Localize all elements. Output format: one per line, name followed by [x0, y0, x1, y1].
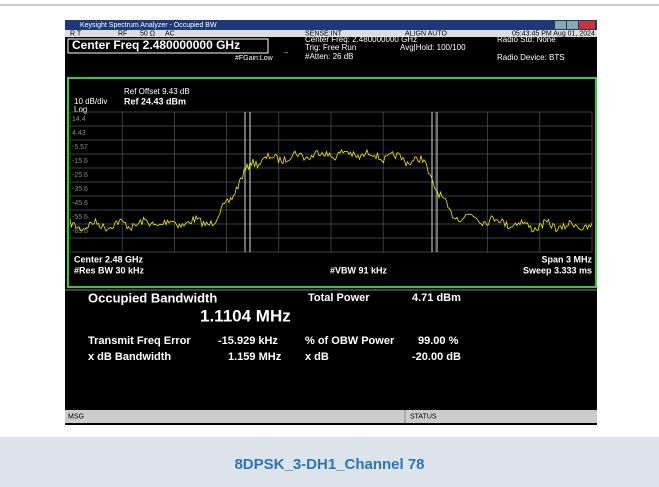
datetime: 05:43:45 PM Aug 01, 2024	[512, 30, 595, 37]
y-label: -45.6	[72, 200, 88, 207]
y-label: -25.6	[72, 172, 88, 179]
center-freq-box	[67, 38, 269, 54]
total-power-label: Total Power	[308, 292, 370, 304]
status-row	[65, 30, 597, 37]
trig: Trig: Free Run	[305, 43, 356, 52]
obw-value: 1.1104 MHz	[200, 306, 291, 325]
scale: 10 dB/div	[74, 97, 107, 106]
caption: 8DPSK_3-DH1_Channel 78	[234, 456, 424, 473]
y-label: -65.6	[72, 228, 88, 235]
impedance: 50 Ω	[140, 30, 155, 37]
arrow: →	[282, 49, 289, 56]
tx-freq-error-label: Transmit Freq Error	[88, 335, 191, 347]
mode: R T	[70, 30, 82, 37]
radio-device: Radio Device: BTS	[497, 53, 565, 62]
trace	[69, 148, 593, 233]
center: Center 2.48 GHz	[74, 254, 144, 264]
obw-label: Occupied Bandwidth	[88, 290, 217, 305]
xdb-value: -20.00 dB	[412, 351, 461, 363]
window-title: Keysight Spectrum Analyzer - Occupied BW	[80, 22, 217, 29]
vbw: #VBW 91 kHz	[330, 265, 388, 275]
avg-hold: Avg|Hold: 100/100	[400, 43, 466, 52]
center-freq-small: Center Freq: 2.480000000 GHz	[305, 35, 417, 44]
msg: MSG	[68, 413, 84, 420]
close-button[interactable]	[579, 21, 595, 29]
obw-power-value: 99.00 %	[418, 335, 459, 347]
res-bw: #Res BW 30 kHz	[74, 265, 145, 275]
y-label: -5.57	[72, 144, 88, 151]
title-bar	[65, 20, 597, 30]
status: STATUS	[410, 413, 437, 420]
y-label: -55.6	[72, 214, 88, 221]
atten: #Atten: 26 dB	[305, 52, 353, 61]
total-power-value: 4.71 dBm	[412, 292, 461, 304]
sense: SENSE:INT	[305, 30, 343, 37]
footer-bar	[65, 410, 597, 423]
log: Log	[74, 105, 87, 114]
y-label: 14.4	[72, 116, 86, 123]
radio-std: Radio Std: None	[497, 35, 556, 44]
ref-offset: Ref Offset 9.43 dB	[124, 87, 190, 96]
center-freq: Center Freq 2.480000000 GHz	[72, 38, 240, 52]
obw-power-label: % of OBW Power	[305, 335, 395, 347]
fgain: #FGain:Low	[235, 55, 274, 62]
align: ALIGN AUTO	[405, 30, 447, 37]
tx-freq-error-value: -15.929 kHz	[218, 335, 278, 347]
y-label: 4.43	[72, 130, 86, 137]
rf: RF	[118, 30, 127, 37]
ref-level: Ref 24.43 dBm	[124, 96, 186, 106]
y-label: -35.6	[72, 186, 88, 193]
min-button[interactable]	[555, 21, 566, 29]
max-button[interactable]	[567, 21, 578, 29]
span: Span 3 MHz	[541, 254, 592, 264]
sweep: Sweep 3.333 ms	[523, 265, 592, 275]
xdb-bw-value: 1.159 MHz	[228, 351, 282, 363]
xdb-label: x dB	[305, 351, 329, 363]
plot-frame	[67, 77, 597, 288]
y-label: -15.6	[72, 158, 88, 165]
coupling: AC	[165, 30, 175, 37]
caption-box	[0, 437, 659, 487]
xdb-bw-label: x dB Bandwidth	[88, 351, 171, 363]
